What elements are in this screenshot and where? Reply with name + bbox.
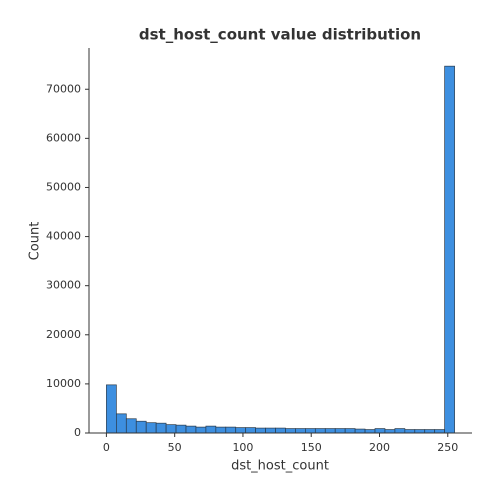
y-axis-label: Count <box>28 222 43 261</box>
bar <box>334 428 346 434</box>
bar <box>394 428 406 434</box>
bar <box>245 427 256 434</box>
bar <box>155 422 167 434</box>
bar <box>384 429 396 434</box>
y-tick-label: 20000 <box>46 328 81 341</box>
x-tick-label: 50 <box>168 441 182 454</box>
bar <box>374 428 386 434</box>
bar <box>145 422 157 434</box>
bar <box>265 427 276 434</box>
x-tick-label: 0 <box>103 441 110 454</box>
bar <box>444 65 455 434</box>
bar <box>344 428 356 434</box>
x-tick-label: 100 <box>232 441 253 454</box>
bar <box>116 413 127 434</box>
bar <box>106 384 117 434</box>
x-tick-label: 200 <box>369 441 390 454</box>
bar <box>404 429 416 434</box>
x-tick-label: 150 <box>301 441 322 454</box>
bar <box>354 428 366 434</box>
bar <box>225 426 237 434</box>
y-tick-label: 40000 <box>46 230 81 243</box>
y-tick-label: 70000 <box>46 82 81 95</box>
bar <box>195 426 207 434</box>
y-tick-label: 0 <box>74 426 81 439</box>
bar <box>165 424 177 434</box>
x-axis-label: dst_host_count <box>231 459 329 474</box>
bar <box>175 424 187 434</box>
y-tick-label: 10000 <box>46 377 81 390</box>
bar <box>185 425 197 434</box>
bar <box>215 426 227 434</box>
bar <box>424 429 436 434</box>
bar <box>295 428 306 434</box>
bar <box>364 429 376 434</box>
y-tick-label: 60000 <box>46 131 81 144</box>
bar <box>314 428 326 434</box>
x-tick-label: 250 <box>437 441 458 454</box>
bar <box>275 427 286 434</box>
y-tick-label: 50000 <box>46 180 81 193</box>
chart-title: dst_host_count value distribution <box>139 26 421 44</box>
bar <box>255 427 266 434</box>
bar <box>125 418 137 434</box>
bar <box>285 428 296 434</box>
y-tick-label: 30000 <box>46 279 81 292</box>
bar <box>235 427 247 434</box>
bar <box>205 425 217 434</box>
bar <box>135 420 147 434</box>
bar <box>324 428 336 434</box>
bar <box>434 429 445 434</box>
bar <box>305 428 316 434</box>
bar <box>414 429 426 434</box>
